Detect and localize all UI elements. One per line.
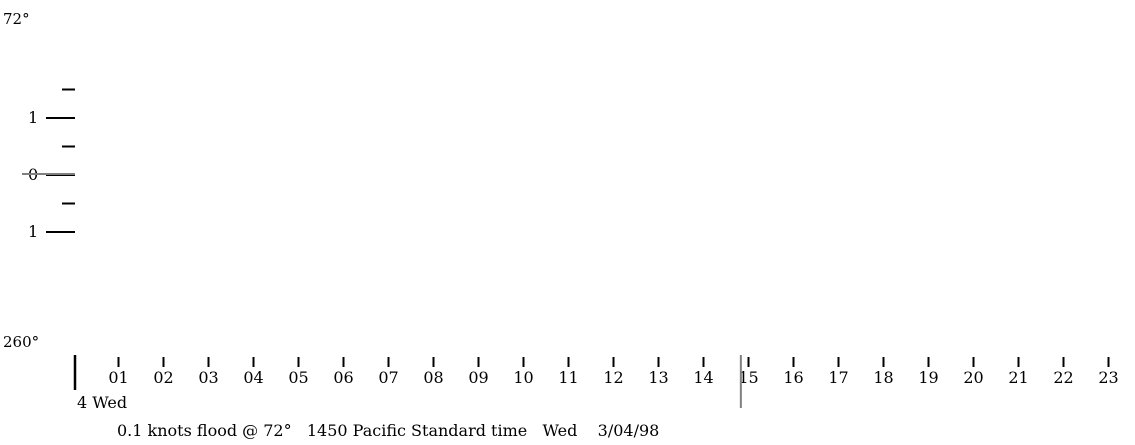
hour-tick-label: 07 (378, 368, 398, 387)
hour-tick-label: 10 (513, 368, 533, 387)
hour-tick-label: 12 (603, 368, 623, 387)
hour-tick-label: 02 (153, 368, 173, 387)
hour-tick-label: 09 (468, 368, 488, 387)
hour-tick-label: 13 (648, 368, 668, 387)
hour-tick-label: 01 (108, 368, 128, 387)
hour-tick-label: 04 (243, 368, 263, 387)
hour-tick-label: 05 (288, 368, 308, 387)
hour-tick-label: 17 (828, 368, 848, 387)
hour-tick-label: 15 (738, 368, 758, 387)
hour-tick-label: 18 (873, 368, 893, 387)
hour-tick-label: 11 (558, 368, 578, 387)
direction-bottom-label: 260° (3, 333, 39, 351)
hour-tick-label: 06 (333, 368, 353, 387)
speed-tick-label: 1 (28, 108, 38, 127)
hour-tick-label: 19 (918, 368, 938, 387)
hour-tick-label: 14 (693, 368, 713, 387)
hour-tick-label: 23 (1098, 368, 1118, 387)
hour-tick-label: 20 (963, 368, 983, 387)
speed-tick-label: 1 (28, 222, 38, 241)
day-label: 4 Wed (77, 393, 127, 412)
time-axis: 01 02 03 04 05 06 07 08 09 10 11 12 13 14 15 16 17 18 19 20… (108, 357, 1119, 387)
hour-tick-label: 08 (423, 368, 443, 387)
hour-tick-label: 16 (783, 368, 803, 387)
status-readout: 0.1 knots flood @ 72° 1450 Pacific Stand… (117, 421, 659, 440)
direction-top-label: 72° (3, 10, 30, 28)
hour-tick-label: 22 (1053, 368, 1073, 387)
speed-axis: 101 (22, 88, 75, 241)
hour-tick-label: 21 (1008, 368, 1028, 387)
hour-tick-label: 03 (198, 368, 218, 387)
